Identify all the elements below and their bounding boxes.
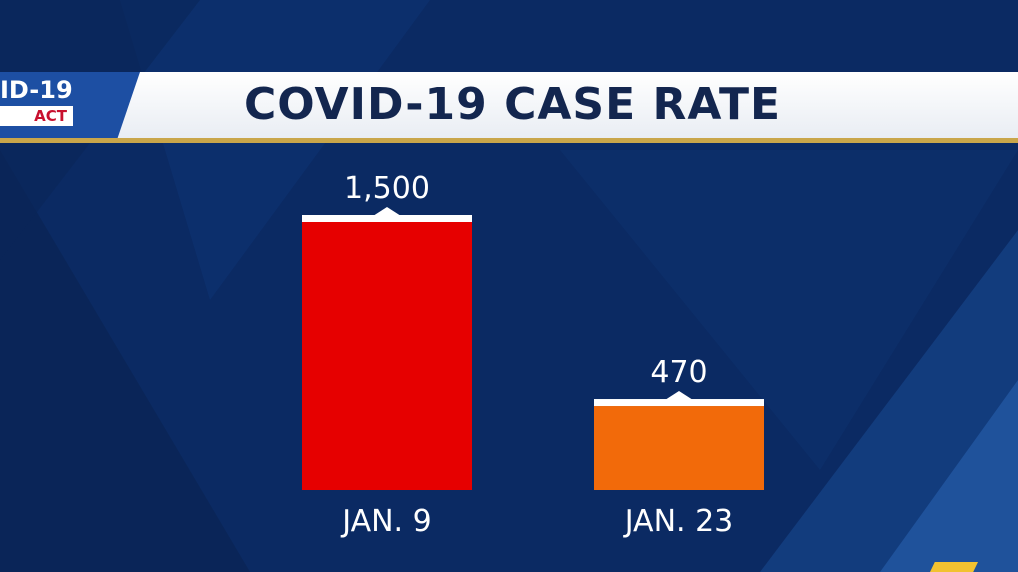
station-logo bbox=[930, 562, 978, 572]
category-label-2: JAN. 23 bbox=[623, 504, 734, 539]
segment-tag-bottom-text: ACT bbox=[0, 106, 73, 126]
bar-cap-notch-2 bbox=[665, 391, 693, 401]
bar-cap-2 bbox=[594, 399, 764, 407]
bar-cap-notch-1 bbox=[373, 207, 401, 216]
bar-cap-1 bbox=[302, 215, 472, 222]
data-label-2: 470 bbox=[650, 355, 707, 390]
segment-tag bbox=[0, 72, 140, 138]
bar-1 bbox=[302, 222, 472, 490]
bar-2 bbox=[594, 406, 764, 490]
banner-gold-rule bbox=[0, 138, 1018, 143]
chart-title: COVID-19 CASE RATE bbox=[244, 79, 782, 130]
segment-tag-top-text: ID-19 bbox=[0, 76, 73, 104]
category-label-1: JAN. 9 bbox=[340, 504, 431, 539]
title-banner bbox=[0, 72, 1018, 138]
data-label-1: 1,500 bbox=[344, 171, 430, 206]
